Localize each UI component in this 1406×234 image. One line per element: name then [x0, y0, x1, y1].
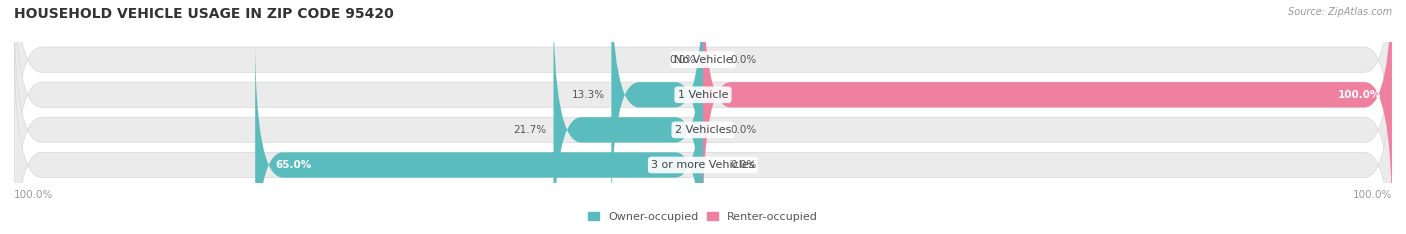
- Legend: Owner-occupied, Renter-occupied: Owner-occupied, Renter-occupied: [583, 207, 823, 226]
- FancyBboxPatch shape: [14, 0, 1392, 187]
- Text: 2 Vehicles: 2 Vehicles: [675, 125, 731, 135]
- FancyBboxPatch shape: [612, 0, 703, 223]
- Text: 100.0%: 100.0%: [14, 190, 53, 200]
- FancyBboxPatch shape: [554, 2, 703, 234]
- FancyBboxPatch shape: [703, 0, 1392, 223]
- Text: 100.0%: 100.0%: [1339, 90, 1382, 100]
- Text: 65.0%: 65.0%: [276, 160, 312, 170]
- Text: 3 or more Vehicles: 3 or more Vehicles: [651, 160, 755, 170]
- FancyBboxPatch shape: [14, 37, 1392, 234]
- Text: No Vehicle: No Vehicle: [673, 55, 733, 65]
- Text: 100.0%: 100.0%: [1353, 190, 1392, 200]
- FancyBboxPatch shape: [14, 0, 1392, 223]
- Text: 21.7%: 21.7%: [513, 125, 547, 135]
- Text: 0.0%: 0.0%: [731, 160, 756, 170]
- Text: HOUSEHOLD VEHICLE USAGE IN ZIP CODE 95420: HOUSEHOLD VEHICLE USAGE IN ZIP CODE 9542…: [14, 7, 394, 21]
- Text: 0.0%: 0.0%: [669, 55, 696, 65]
- Text: 0.0%: 0.0%: [731, 125, 756, 135]
- FancyBboxPatch shape: [254, 37, 703, 234]
- Text: Source: ZipAtlas.com: Source: ZipAtlas.com: [1288, 7, 1392, 17]
- Text: 1 Vehicle: 1 Vehicle: [678, 90, 728, 100]
- Text: 0.0%: 0.0%: [731, 55, 756, 65]
- FancyBboxPatch shape: [14, 2, 1392, 234]
- Text: 13.3%: 13.3%: [571, 90, 605, 100]
